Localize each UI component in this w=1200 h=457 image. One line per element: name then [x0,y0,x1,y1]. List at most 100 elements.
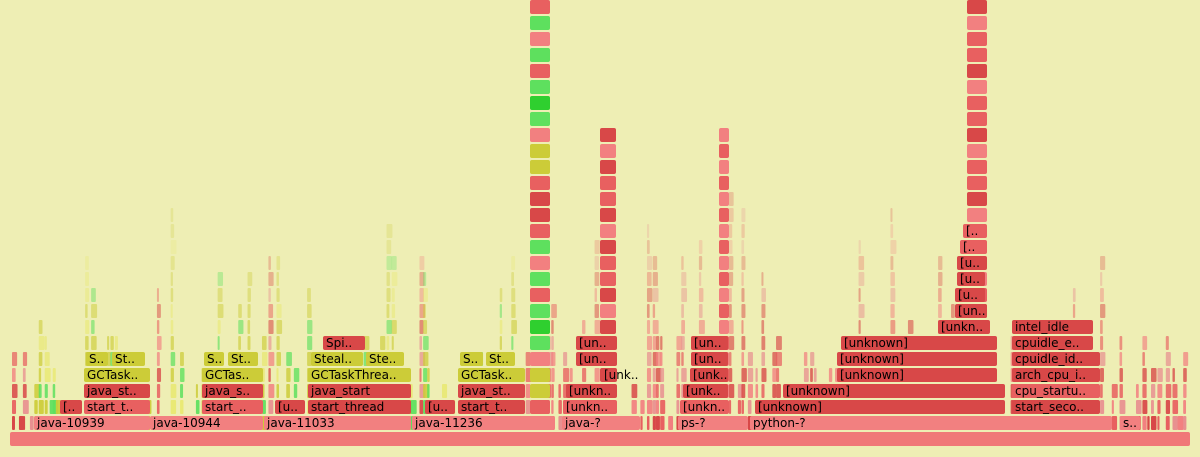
minor-frame [261,352,268,366]
minor-frame [156,320,160,334]
minor-frame [423,304,426,318]
minor-frame [410,400,417,414]
minor-frame [600,224,616,238]
frame-label: [unk.. [693,368,727,382]
frame-label: start_t.. [461,400,507,414]
minor-frame [640,416,643,430]
minor-frame [719,320,729,334]
minor-frame [293,368,300,382]
frame [837,368,997,382]
minor-frame [681,352,684,366]
minor-frame [38,352,43,366]
minor-frame [600,256,616,270]
minor-frame [890,272,895,286]
minor-frame [741,256,746,270]
frame [458,368,525,382]
minor-frame [858,288,861,302]
minor-frame [719,144,729,158]
minor-frame [1072,288,1076,302]
minor-frame [217,336,220,350]
minor-frame [530,0,550,14]
minor-frame [91,320,95,334]
frame-label: S.. [89,352,104,366]
minor-frame [755,384,759,398]
minor-frame [530,400,550,414]
frame-label: [unknown] [786,384,850,398]
minor-frame [551,352,556,366]
minor-frame [938,272,943,286]
minor-frame [728,272,734,286]
minor-frame [22,400,29,414]
minor-frame [530,304,550,318]
minor-frame [530,64,550,78]
frame-label: GCTas.. [205,368,249,382]
minor-frame [600,176,616,190]
minor-frame [1151,368,1157,382]
minor-frame [761,304,766,318]
minor-frame [307,288,311,302]
minor-frame [741,224,745,238]
minor-frame [52,384,56,398]
minor-frame [1165,368,1170,382]
minor-frame [858,256,865,270]
minor-frame [719,176,729,190]
minor-frame [967,176,987,190]
minor-frame [719,128,729,142]
frame [425,400,455,414]
minor-frame [12,400,17,414]
frame [366,352,404,366]
frame-label: [u.. [428,400,448,414]
minor-frame [268,272,274,286]
minor-frame [668,416,674,430]
minor-frame [180,400,184,414]
minor-frame [44,400,48,414]
minor-frame [551,368,555,382]
minor-frame [268,256,271,270]
frame [957,272,985,286]
minor-frame [652,320,659,334]
minor-frame [728,320,734,334]
minor-frame [44,368,51,382]
minor-frame [217,320,221,334]
minor-frame [858,304,865,318]
minor-frame [530,256,550,270]
minor-frame [22,384,27,398]
frame-label: [u.. [960,272,980,286]
frame-label: [unk.. [686,384,720,398]
minor-frame [810,368,813,382]
minor-frame [238,304,242,318]
minor-frame [276,336,280,350]
minor-frame [423,368,428,382]
frame [601,368,617,382]
frame [1120,416,1140,430]
minor-frame [681,272,687,286]
minor-frame [652,400,657,414]
frame [204,352,224,366]
minor-frame [1111,384,1118,398]
minor-frame [600,144,616,158]
minor-frame [386,336,390,350]
frame-label: java_start [310,384,370,398]
minor-frame [1100,320,1103,334]
frame [150,416,263,430]
minor-frame [530,288,550,302]
minor-frame [530,48,550,62]
minor-frame [890,288,896,302]
minor-frame [530,112,550,126]
minor-frame [967,128,987,142]
minor-frame [1111,416,1118,430]
minor-frame [268,368,271,382]
minor-frame [85,256,89,270]
minor-frame [107,336,110,350]
minor-frame [600,272,616,286]
frame-label: [un.. [958,304,986,318]
frame [938,320,990,334]
minor-frame [646,400,653,414]
minor-frame [1100,336,1104,350]
minor-frame [85,288,90,302]
minor-frame [530,208,550,222]
minor-frame [728,400,732,414]
frame [34,416,150,430]
minor-frame [938,304,942,318]
